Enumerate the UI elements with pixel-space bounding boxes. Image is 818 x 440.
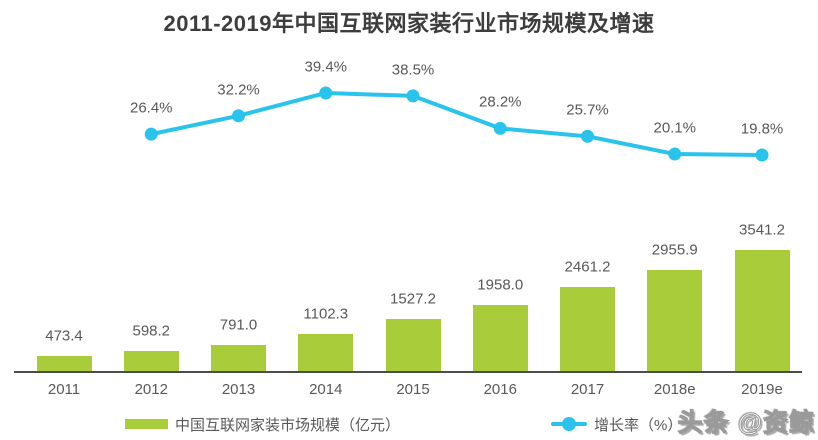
growth-rate-dot-2012 (144, 127, 158, 141)
watermark-toutiao-zijing: 头条 @资鲸 (677, 409, 815, 438)
bar-2019e (734, 250, 790, 372)
bar-2016 (472, 304, 528, 372)
growth-rate-dot-2016 (493, 121, 507, 135)
pct-label-2013: 32.2% (217, 81, 260, 99)
pct-label-2016: 28.2% (478, 93, 522, 111)
bar-value-2012: 598.2 (132, 322, 171, 340)
bar-value-2013: 791.0 (219, 316, 258, 334)
bar-value-2014: 1102.3 (303, 305, 349, 323)
bar-value-2015: 1527.2 (390, 290, 436, 308)
x-label-2019e: 2019e (741, 381, 783, 398)
bar-2014 (298, 334, 354, 372)
growth-rate-dot-2013 (232, 109, 245, 123)
pct-label-2015: 38.5% (391, 61, 435, 79)
x-label-2015: 2015 (396, 381, 430, 398)
growth-rate-dot-2018e (668, 147, 682, 161)
growth-rate-dot-2014 (319, 86, 333, 100)
x-axis-line (14, 371, 802, 373)
bar-2017 (560, 287, 615, 372)
growth-rate-dot-2019e (755, 148, 769, 162)
bar-2013 (211, 344, 266, 372)
bar-2018e (647, 270, 703, 372)
x-label-2016: 2016 (483, 381, 517, 398)
x-label-2013: 2013 (221, 381, 256, 398)
x-label-2011: 2011 (47, 381, 81, 398)
legend-item-market-size: 中国互联网家装市场规模（亿元） (125, 414, 400, 434)
line-legend-swatch-icon (551, 417, 587, 431)
pct-label-2012: 26.4% (129, 99, 173, 117)
chart-title: 2011-2019年中国互联网家装行业市场规模及增速 (163, 11, 655, 36)
growth-rate-dot-2015 (406, 89, 420, 103)
pct-label-2018e: 20.1% (653, 119, 697, 137)
legend-label-growth-rate: 增长率（%） (594, 416, 683, 434)
x-label-2012: 2012 (134, 381, 168, 398)
bar-legend-swatch-icon (125, 419, 168, 429)
bar-2012 (123, 351, 179, 372)
bar-value-2017: 2461.2 (564, 258, 611, 276)
legend-item-growth-rate: 增长率（%） (551, 414, 682, 434)
bar-value-2011: 473.4 (45, 327, 83, 345)
x-label-2018e: 2018e (653, 381, 696, 398)
bar-value-2018e: 2955.9 (651, 241, 698, 259)
bar-value-2019e: 3541.2 (739, 221, 785, 239)
bar-2011 (36, 355, 92, 372)
pct-label-2017: 25.7% (566, 101, 609, 119)
x-label-2014: 2014 (309, 381, 343, 398)
bar-value-2016: 1958.0 (477, 276, 524, 294)
pct-label-2019e: 19.8% (740, 120, 784, 138)
legend-label-market-size: 中国互联网家装市场规模（亿元） (175, 416, 401, 434)
pct-label-2014: 39.4% (304, 58, 348, 76)
x-label-2017: 2017 (570, 381, 605, 398)
growth-rate-dot-2017 (581, 129, 594, 143)
bar-2015 (385, 319, 441, 372)
